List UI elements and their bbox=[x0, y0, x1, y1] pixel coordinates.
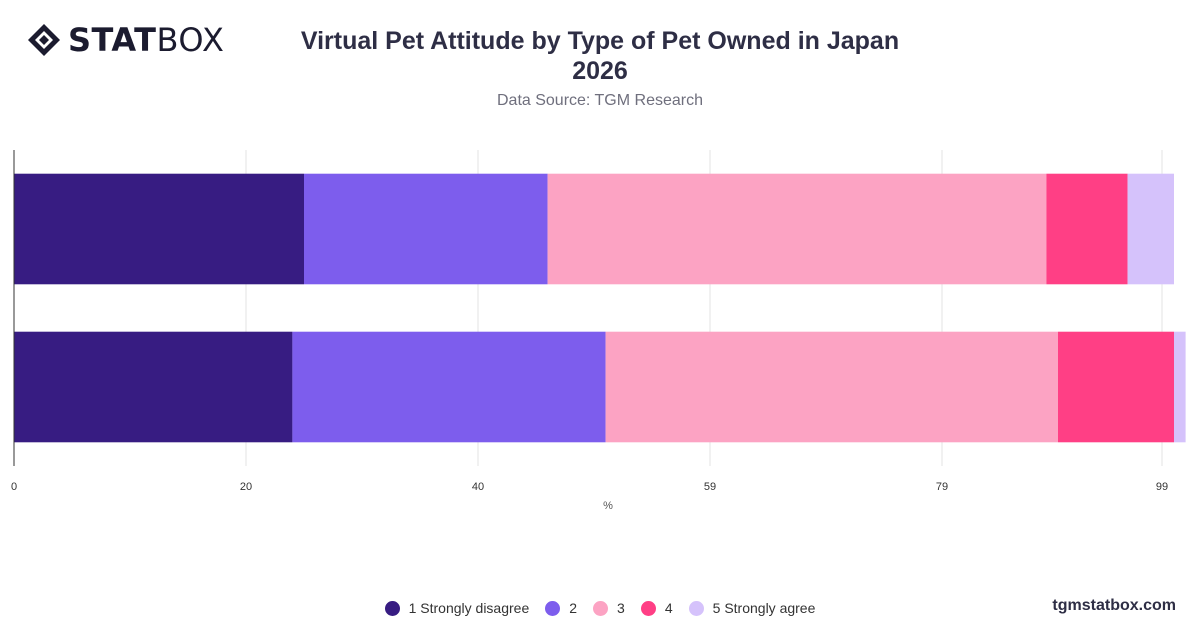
x-tick-label: 20 bbox=[240, 481, 252, 493]
legend-marker-icon bbox=[593, 600, 609, 616]
legend-item[interactable]: 2 bbox=[545, 600, 577, 616]
bar-segment bbox=[547, 173, 1047, 285]
legend-item[interactable]: 1 Strongly disagree bbox=[384, 600, 530, 616]
x-tick-label: 0 bbox=[11, 481, 17, 493]
bar-segment bbox=[1127, 173, 1174, 285]
bar-segment bbox=[14, 331, 293, 443]
logo-light-text: BOX bbox=[156, 21, 225, 59]
x-tick-label: 99 bbox=[1156, 481, 1168, 493]
legend-label: 5 Strongly agree bbox=[712, 600, 816, 616]
legend-item[interactable]: 3 bbox=[593, 600, 625, 616]
chart-legend: 1 Strongly disagree 2 3 4 5 Strongly agree bbox=[0, 600, 1200, 616]
bar-segment bbox=[292, 331, 606, 443]
bar-segment bbox=[304, 173, 548, 285]
legend-label: 3 bbox=[617, 600, 625, 616]
chart-title-line1: Virtual Pet Attitude by Type of Pet Owne… bbox=[300, 27, 900, 55]
diamond-logo-icon bbox=[28, 24, 60, 56]
legend-label: 1 Strongly disagree bbox=[408, 600, 530, 616]
x-tick-label: 79 bbox=[936, 481, 948, 493]
logo-bold-text: STAT bbox=[68, 21, 157, 59]
legend-marker-icon bbox=[688, 600, 704, 616]
bar-segment bbox=[605, 331, 1058, 443]
x-tick-label: 40 bbox=[472, 481, 484, 493]
logo-wordmark: STATBOX bbox=[68, 24, 224, 56]
chart-title-line2: 2026 bbox=[572, 57, 628, 85]
legend-item[interactable]: 5 Strongly agree bbox=[688, 600, 816, 616]
bar-segment bbox=[14, 173, 304, 285]
legend-marker-icon bbox=[384, 600, 400, 616]
x-axis-title: % bbox=[603, 500, 613, 512]
bar-segment bbox=[1058, 331, 1174, 443]
x-tick-label: 59 bbox=[704, 481, 716, 493]
chart-title: Virtual Pet Attitude by Type of Pet Owne… bbox=[300, 26, 900, 86]
bar-segment bbox=[1046, 173, 1128, 285]
legend-label: 2 bbox=[569, 600, 578, 616]
bars-group bbox=[14, 173, 1186, 443]
statbox-logo: STATBOX bbox=[26, 22, 224, 58]
footer-website: tgmstatbox.com bbox=[1052, 597, 1176, 614]
x-axis: 0 20 40 59 79 99% bbox=[11, 150, 1168, 512]
legend-item[interactable]: 4 bbox=[640, 600, 673, 616]
legend-marker-icon bbox=[545, 600, 561, 616]
legend-marker-icon bbox=[640, 600, 656, 616]
legend-label: 4 bbox=[664, 600, 673, 616]
bar-segment bbox=[1174, 331, 1186, 443]
chart-subtitle: Data Source: TGM Research bbox=[496, 92, 703, 109]
